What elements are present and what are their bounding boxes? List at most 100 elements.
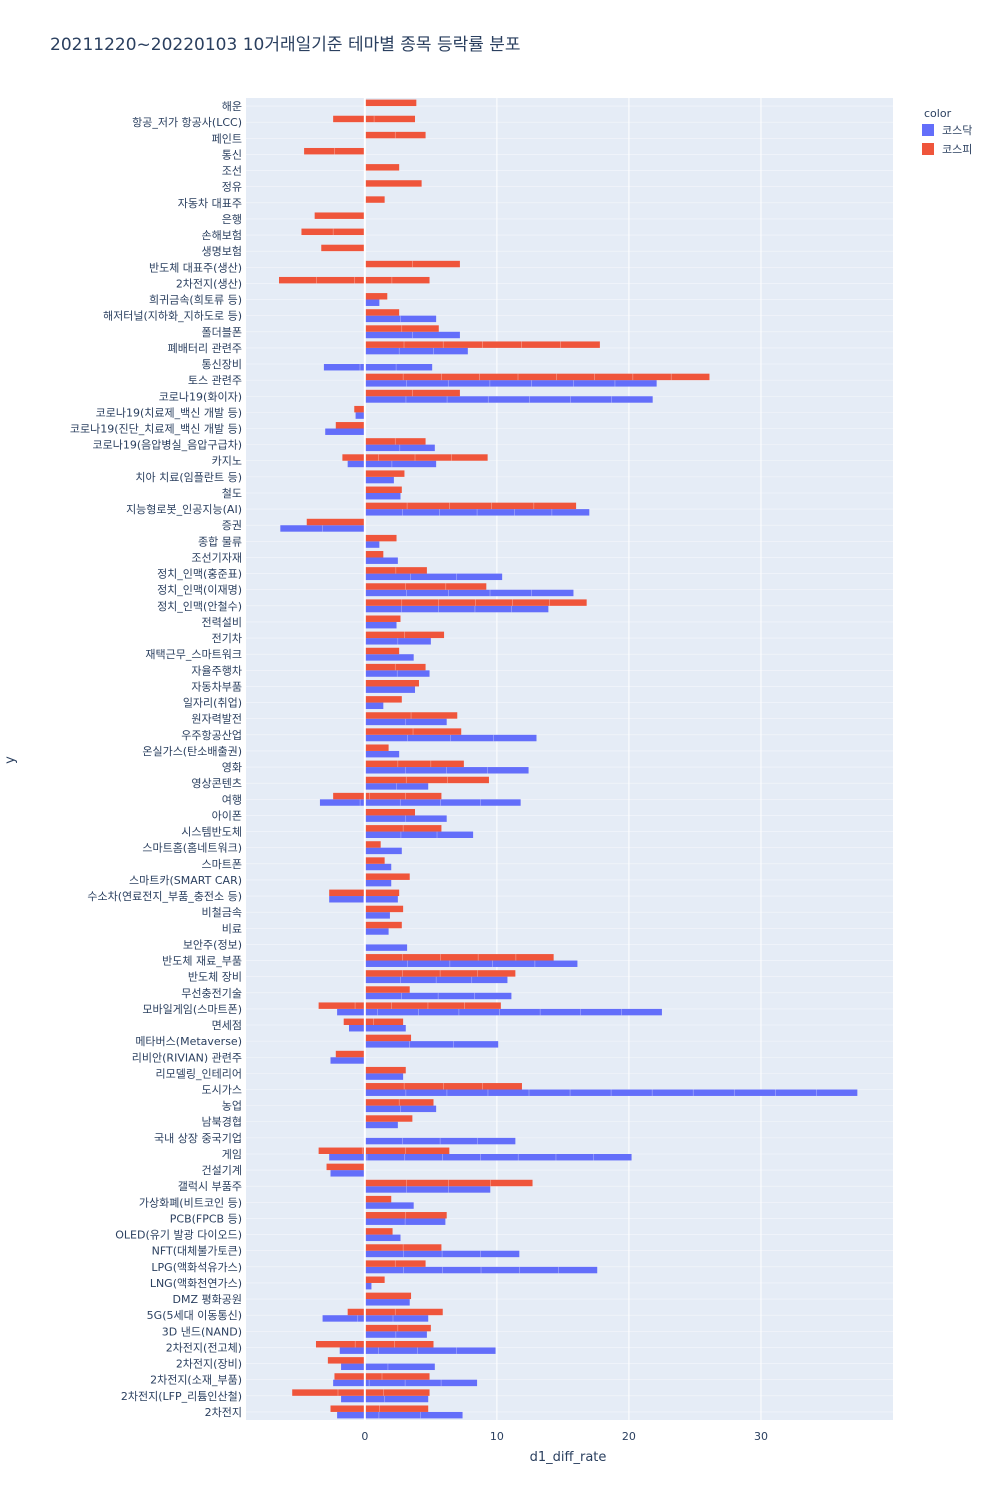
y-tick-label: 통신장비 bbox=[202, 358, 242, 371]
bar-kosdaq bbox=[348, 1025, 406, 1032]
bar-kospi bbox=[306, 518, 365, 526]
bar-kospi bbox=[335, 1050, 365, 1058]
bar-kospi bbox=[364, 1115, 413, 1122]
y-tick-label: 도시가스 bbox=[202, 1084, 242, 1097]
y-tick-label: 2차전지(LFP_리튬인산철) bbox=[121, 1390, 242, 1403]
y-tick-label: 생명보험 bbox=[202, 245, 242, 258]
legend-label-kosdaq: 코스닥 bbox=[942, 124, 972, 137]
y-tick-label: 해운 bbox=[222, 99, 242, 113]
y-tick-label: 전력설비 bbox=[202, 616, 242, 629]
bar-kospi bbox=[364, 615, 401, 622]
y-tick-label: 보안주(정보) bbox=[183, 938, 242, 951]
y-tick-label: 폐배터리 관련주 bbox=[168, 342, 242, 355]
bar-kosdaq bbox=[330, 1170, 365, 1177]
bar-kosdaq bbox=[364, 380, 657, 387]
bar-kosdaq bbox=[364, 1073, 404, 1080]
y-tick-label: 통신 bbox=[222, 148, 242, 161]
y-tick-label: 해저터널(지하화_지하도로 등) bbox=[103, 309, 242, 323]
bar-kospi bbox=[364, 551, 384, 558]
y-tick-label: 온실가스(탄소배출권) bbox=[142, 745, 242, 758]
bar-kosdaq bbox=[364, 621, 397, 629]
y-axis-title: y bbox=[3, 756, 18, 764]
bar-kospi bbox=[292, 1389, 430, 1396]
bar-kosdaq bbox=[364, 492, 401, 500]
bar-kospi bbox=[364, 180, 422, 187]
bar-kosdaq bbox=[364, 557, 398, 564]
bar-kosdaq bbox=[364, 654, 414, 661]
bar-kospi bbox=[364, 196, 385, 203]
bar-kosdaq bbox=[364, 1299, 410, 1306]
y-tick-label: 희귀금속(희토류 등) bbox=[149, 294, 242, 307]
bar-kosdaq bbox=[323, 364, 433, 371]
y-tick-label: 리모델링_인테리어 bbox=[156, 1067, 242, 1080]
bar-kospi bbox=[315, 1341, 434, 1348]
bar-kospi bbox=[364, 841, 381, 848]
bar-kospi bbox=[333, 792, 442, 800]
bar-kospi bbox=[364, 986, 410, 993]
y-tick-label: 2차전지(장비) bbox=[176, 1358, 242, 1371]
y-tick-label: 리비안(RIVIAN) 관련주 bbox=[132, 1051, 242, 1064]
bar-kospi bbox=[364, 583, 487, 590]
y-tick-label: 폴더블폰 bbox=[202, 326, 242, 339]
bar-kospi bbox=[364, 309, 400, 316]
bar-kosdaq bbox=[364, 750, 400, 758]
y-tick-label: 코로나19(치료제_백신 개발 등) bbox=[96, 406, 242, 419]
y-tick-label: 코로나19(진단_치료제_백신 개발 등) bbox=[70, 423, 242, 436]
y-tick-label: 수소차(연료전지_부품_충전소 등) bbox=[87, 890, 242, 903]
bar-kospi bbox=[364, 1292, 412, 1300]
y-tick-label: DMZ 평화공원 bbox=[173, 1293, 242, 1306]
legend-swatch-kosdaq bbox=[922, 124, 934, 136]
y-tick-label: 지능형로봇_인공지능(AI) bbox=[126, 503, 242, 516]
bar-kospi bbox=[364, 502, 577, 510]
y-tick-label: 치아 치료(임플란트 등) bbox=[135, 471, 242, 484]
bar-kospi bbox=[327, 1357, 365, 1364]
legend-swatch-kospi bbox=[922, 143, 934, 155]
y-tick-label: 2차전지 bbox=[205, 1406, 242, 1419]
bar-kospi bbox=[326, 1163, 365, 1171]
y-tick-label: 자율주행차 bbox=[191, 664, 242, 677]
y-tick-label: 자동차부품 bbox=[191, 680, 242, 693]
y-tick-label: 전기차 bbox=[212, 632, 242, 645]
bar-kosdaq bbox=[364, 686, 416, 693]
y-tick-label: 메타버스(Metaverse) bbox=[135, 1035, 242, 1048]
y-tick-label: 남북경협 bbox=[202, 1116, 242, 1129]
bar-kospi bbox=[364, 1034, 412, 1042]
y-tick-label: 무선충전기술 bbox=[181, 987, 242, 1000]
y-tick-label: 원자력발전 bbox=[191, 713, 242, 726]
bar-kospi bbox=[364, 373, 710, 381]
y-tick-label: 비료 bbox=[222, 922, 242, 935]
y-tick-label: 재택근무_스마트워크 bbox=[145, 648, 242, 661]
x-tick-label: 30 bbox=[754, 1430, 768, 1443]
y-tick-label: 영상콘텐츠 bbox=[191, 777, 242, 790]
y-tick-label: 반도체 장비 bbox=[188, 971, 242, 984]
y-tick-label: 토스 관련주 bbox=[188, 374, 242, 387]
y-tick-label: 반도체 대표주(생산) bbox=[149, 261, 242, 274]
bar-kospi bbox=[364, 680, 419, 687]
y-tick-label: 은행 bbox=[222, 213, 242, 226]
bar-kospi bbox=[321, 244, 365, 252]
bar-kospi bbox=[364, 857, 385, 864]
y-tick-label: 조선기자재 bbox=[191, 551, 242, 564]
y-tick-label: 여행 bbox=[222, 793, 242, 806]
bar-kosdaq bbox=[364, 1121, 398, 1129]
y-tick-label: 건설기계 bbox=[202, 1164, 242, 1177]
bar-kosdaq bbox=[364, 605, 549, 613]
y-tick-label: 시스템반도체 bbox=[181, 826, 242, 839]
y-tick-label: PCB(FPCB 등) bbox=[170, 1212, 242, 1225]
x-tick-label: 20 bbox=[622, 1430, 636, 1443]
y-tick-label: 철도 bbox=[222, 487, 242, 500]
bar-kosdaq bbox=[364, 1202, 414, 1209]
bar-kosdaq bbox=[364, 944, 408, 951]
bar-kosdaq bbox=[364, 863, 392, 871]
bar-kospi bbox=[364, 534, 397, 542]
bar-kosdaq bbox=[364, 299, 380, 306]
bar-kospi bbox=[364, 1228, 393, 1235]
bar-kospi bbox=[354, 405, 365, 413]
bar-kosdaq bbox=[364, 831, 474, 838]
y-tick-label: 국내 상장 중국기업 bbox=[154, 1132, 242, 1145]
bar-kosdaq bbox=[364, 847, 402, 855]
bar-kosdaq bbox=[364, 702, 384, 710]
bar-kospi bbox=[364, 760, 464, 768]
